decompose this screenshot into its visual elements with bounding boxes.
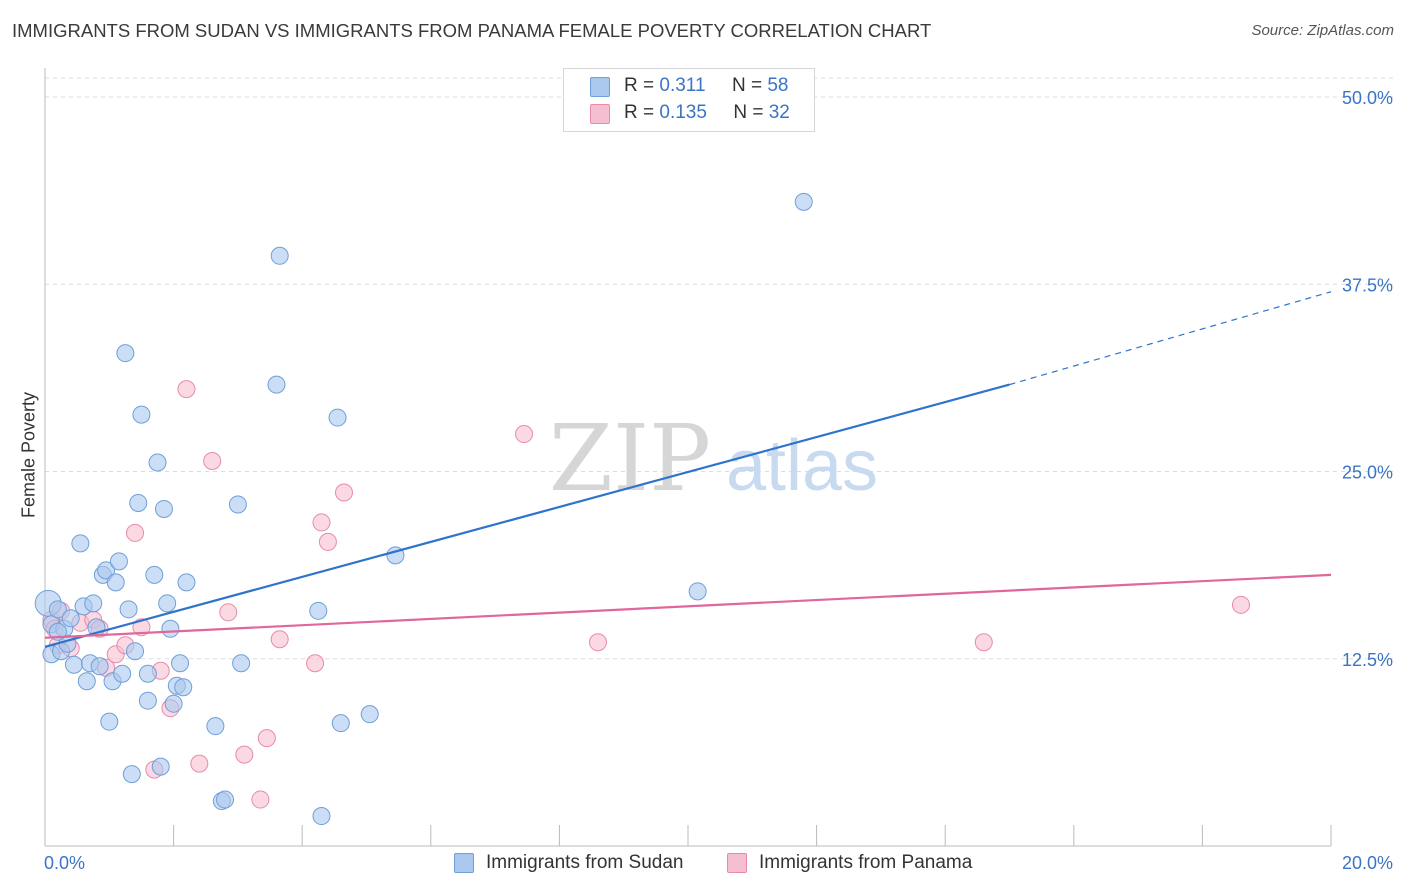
panama-point xyxy=(588,633,607,652)
legend-n-value: 58 xyxy=(767,75,789,96)
watermark-zip: ZIP xyxy=(549,405,711,512)
sudan-trend-line xyxy=(44,383,1010,648)
sudan-point xyxy=(174,678,193,697)
panama-trend-line xyxy=(44,573,1332,639)
legend-r-label: R = xyxy=(624,102,655,123)
legend-r-value: 0.135 xyxy=(659,102,707,123)
panama-point xyxy=(515,425,534,444)
sudan-point xyxy=(109,552,128,571)
sudan-point xyxy=(232,654,251,673)
panama-point xyxy=(312,513,331,532)
tick-labels: 12.5% 25.0% 37.5% 50.0% 0.0% 20.0% xyxy=(44,88,1393,873)
sudan-point xyxy=(126,642,145,661)
sudan-point xyxy=(312,807,331,826)
sudan-point xyxy=(61,609,80,628)
sudan-point xyxy=(64,655,83,674)
y-tick-label: 50.0% xyxy=(1342,88,1393,108)
panama-point xyxy=(1231,595,1250,614)
panama-point xyxy=(235,745,254,764)
sudan-point xyxy=(154,499,173,518)
panama-point xyxy=(974,633,993,652)
watermark: ZIP atlas xyxy=(549,405,878,512)
sudan-point xyxy=(97,561,116,580)
panama-point xyxy=(251,790,270,809)
sudan-point xyxy=(138,691,157,710)
panama-point xyxy=(306,654,325,673)
legend-swatch-sudan xyxy=(590,77,610,97)
sudan-point xyxy=(164,694,183,713)
y-tick-label: 37.5% xyxy=(1342,275,1393,295)
legend-n-value: 32 xyxy=(768,102,790,123)
x-tick-label: 0.0% xyxy=(44,853,85,873)
sudan-point xyxy=(77,672,96,691)
sudan-point xyxy=(360,705,379,724)
x-tick-label: 20.0% xyxy=(1342,853,1393,873)
panama-point xyxy=(126,523,145,542)
sudan-point xyxy=(106,573,125,592)
bottom-legend-swatch-sudan xyxy=(454,853,474,873)
panama-point xyxy=(318,532,337,551)
sudan-point xyxy=(90,657,109,676)
sudan-point xyxy=(48,600,67,619)
sudan-point xyxy=(161,619,180,638)
sudan-point xyxy=(309,601,328,620)
panama-point xyxy=(190,754,209,773)
sudan-point xyxy=(145,565,164,584)
panama-point xyxy=(270,630,289,649)
trend-lines xyxy=(44,291,1332,648)
sudan-point xyxy=(267,375,286,394)
sudan-point xyxy=(171,654,190,673)
sudan-point xyxy=(122,765,141,784)
sudan-point xyxy=(138,664,157,683)
sudan-point xyxy=(794,192,813,211)
y-tick-label: 25.0% xyxy=(1342,463,1393,483)
sudan-point xyxy=(216,790,235,809)
legend: R = 0.311 N = 58 R = 0.135 N = 32 xyxy=(563,68,815,132)
legend-swatch-panama xyxy=(590,104,610,124)
sudan-point xyxy=(84,594,103,613)
bottom-legend-label-sudan: Immigrants from Sudan xyxy=(486,852,684,873)
watermark-atlas: atlas xyxy=(726,426,878,506)
sudan-point xyxy=(158,594,177,613)
sudan-point xyxy=(177,573,196,592)
legend-n-label: N = xyxy=(731,75,763,96)
sudan-point xyxy=(132,405,151,424)
sudan-point xyxy=(148,453,167,472)
y-tick-label: 12.5% xyxy=(1342,650,1393,670)
panama-point xyxy=(219,603,238,622)
panama-point xyxy=(177,380,196,399)
sudan-point xyxy=(228,495,247,514)
sudan-points xyxy=(34,192,813,826)
sudan-point xyxy=(129,493,148,512)
sudan-point xyxy=(116,344,135,363)
sudan-point xyxy=(151,757,170,776)
axes xyxy=(44,68,1332,847)
sudan-point xyxy=(206,717,225,736)
sudan-point xyxy=(270,246,289,265)
sudan-point xyxy=(331,714,350,733)
legend-r-value: 0.311 xyxy=(659,75,706,96)
legend-n-label: N = xyxy=(733,102,764,123)
source-label: Source: ZipAtlas.com xyxy=(1251,22,1394,39)
bottom-legend-label-panama: Immigrants from Panama xyxy=(759,852,973,873)
panama-point xyxy=(132,618,151,637)
legend-r-label: R = xyxy=(624,75,655,96)
chart-title: IMMIGRANTS FROM SUDAN VS IMMIGRANTS FROM… xyxy=(12,20,932,41)
sudan-point xyxy=(119,600,138,619)
panama-point xyxy=(334,483,353,502)
panama-point xyxy=(203,452,222,471)
sudan-trend-extension xyxy=(1009,291,1332,386)
sudan-point xyxy=(71,534,90,553)
panama-point xyxy=(257,729,276,748)
sudan-point xyxy=(100,712,119,731)
sudan-point xyxy=(113,664,132,683)
gridlines xyxy=(45,77,1395,660)
bottom-legend-swatch-panama xyxy=(727,853,747,873)
sudan-point xyxy=(328,408,347,427)
sudan-point xyxy=(688,582,707,601)
